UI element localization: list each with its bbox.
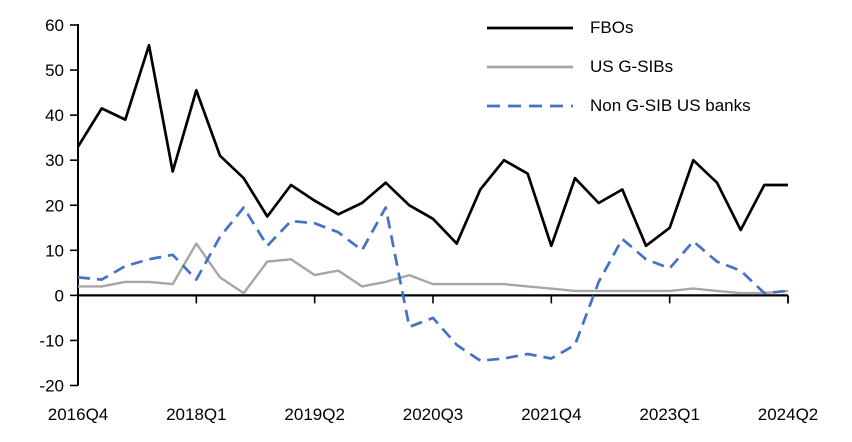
y-tick-label: 10 <box>45 241 64 260</box>
y-tick-label: 60 <box>45 16 64 35</box>
x-tick-label: 2021Q4 <box>521 405 582 424</box>
legend-item-non-gsib: Non G-SIB US banks <box>486 86 751 125</box>
y-tick-label: 30 <box>45 151 64 170</box>
y-tick-label: 40 <box>45 106 64 125</box>
x-tick-label: 2018Q1 <box>166 405 227 424</box>
x-tick-label: 2019Q2 <box>284 405 345 424</box>
x-tick-label: 2020Q3 <box>403 405 464 424</box>
y-tick-label: 20 <box>45 196 64 215</box>
y-tick-label: 0 <box>55 286 64 305</box>
series-line-non-g-sib-us-banks <box>77 206 789 363</box>
series-line-fbos <box>76 43 788 248</box>
x-tick-label: 2024Q2 <box>758 405 819 424</box>
legend-label-us-gsibs: US G-SIBs <box>590 56 674 76</box>
legend-item-us-gsibs: US G-SIBs <box>486 47 751 86</box>
y-tick-label: 50 <box>45 61 64 80</box>
y-tick-label: -10 <box>39 331 64 350</box>
legend-line-fbos <box>487 26 573 29</box>
x-tick-label: 2016Q4 <box>48 405 109 424</box>
y-tick-label: -20 <box>39 377 64 396</box>
legend-line-us-gsibs <box>487 65 573 68</box>
legend: FBOs US G-SIBs Non G-SIB US banks <box>486 8 751 125</box>
legend-label-fbos: FBOs <box>590 17 634 37</box>
legend-label-non-gsib: Non G-SIB US banks <box>590 95 751 115</box>
legend-line-non-gsib <box>487 104 573 107</box>
legend-item-fbos: FBOs <box>486 8 751 47</box>
x-tick-label: 2023Q1 <box>639 405 700 424</box>
series-line-us-g-sibs <box>78 242 789 295</box>
